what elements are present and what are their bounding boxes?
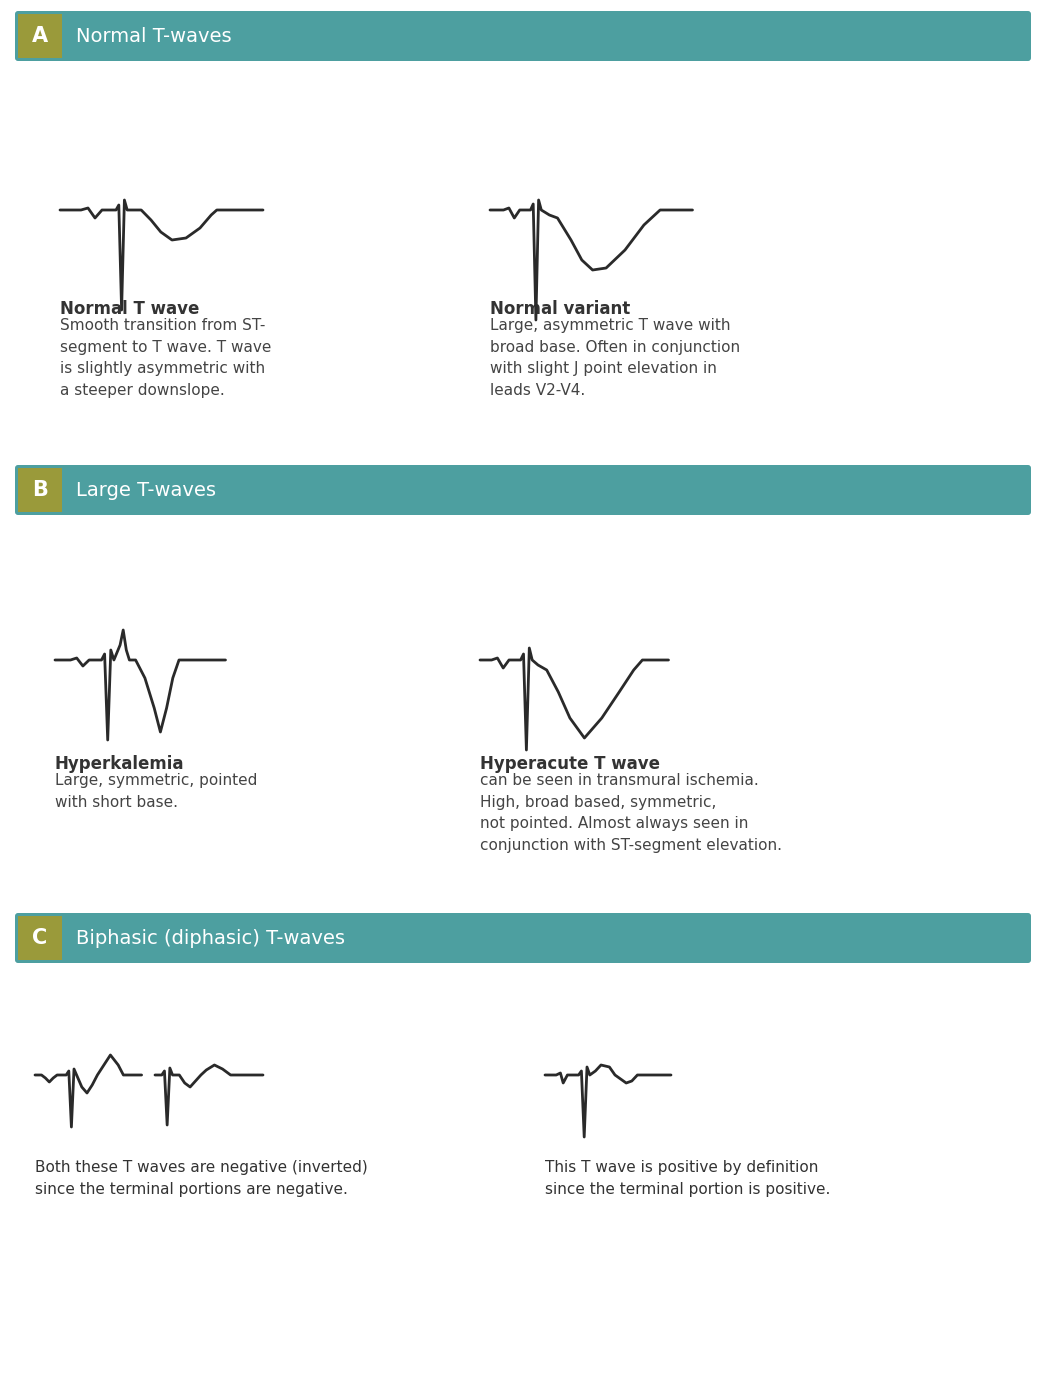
Text: Normal T-waves: Normal T-waves (76, 26, 231, 46)
Text: Hyperkalemia: Hyperkalemia (55, 756, 184, 774)
Text: Smooth transition from ST-
segment to T wave. T wave
is slightly asymmetric with: Smooth transition from ST- segment to T … (60, 318, 271, 397)
Text: Normal variant: Normal variant (490, 300, 631, 318)
Text: B: B (32, 480, 48, 500)
Bar (18, 468, 62, 512)
Bar (18, 916, 62, 960)
Text: Large, asymmetric T wave with
broad base. Often in conjunction
with slight J poi: Large, asymmetric T wave with broad base… (490, 318, 741, 397)
Text: Large, symmetric, pointed
with short base.: Large, symmetric, pointed with short bas… (55, 774, 257, 810)
Text: Both these T waves are negative (inverted)
since the terminal portions are negat: Both these T waves are negative (inverte… (35, 1160, 368, 1196)
FancyBboxPatch shape (15, 466, 1031, 514)
Text: can be seen in transmural ischemia.
High, broad based, symmetric,
not pointed. A: can be seen in transmural ischemia. High… (480, 774, 782, 853)
FancyBboxPatch shape (15, 913, 1031, 963)
Text: A: A (32, 26, 48, 46)
Text: C: C (32, 928, 48, 948)
Text: Biphasic (diphasic) T-waves: Biphasic (diphasic) T-waves (76, 928, 345, 948)
Text: Hyperacute T wave: Hyperacute T wave (480, 756, 660, 774)
Bar (18, 14, 62, 59)
Text: This T wave is positive by definition
since the terminal portion is positive.: This T wave is positive by definition si… (545, 1160, 831, 1196)
Text: Large T-waves: Large T-waves (76, 481, 217, 499)
FancyBboxPatch shape (15, 11, 1031, 61)
Text: Normal T wave: Normal T wave (60, 300, 200, 318)
